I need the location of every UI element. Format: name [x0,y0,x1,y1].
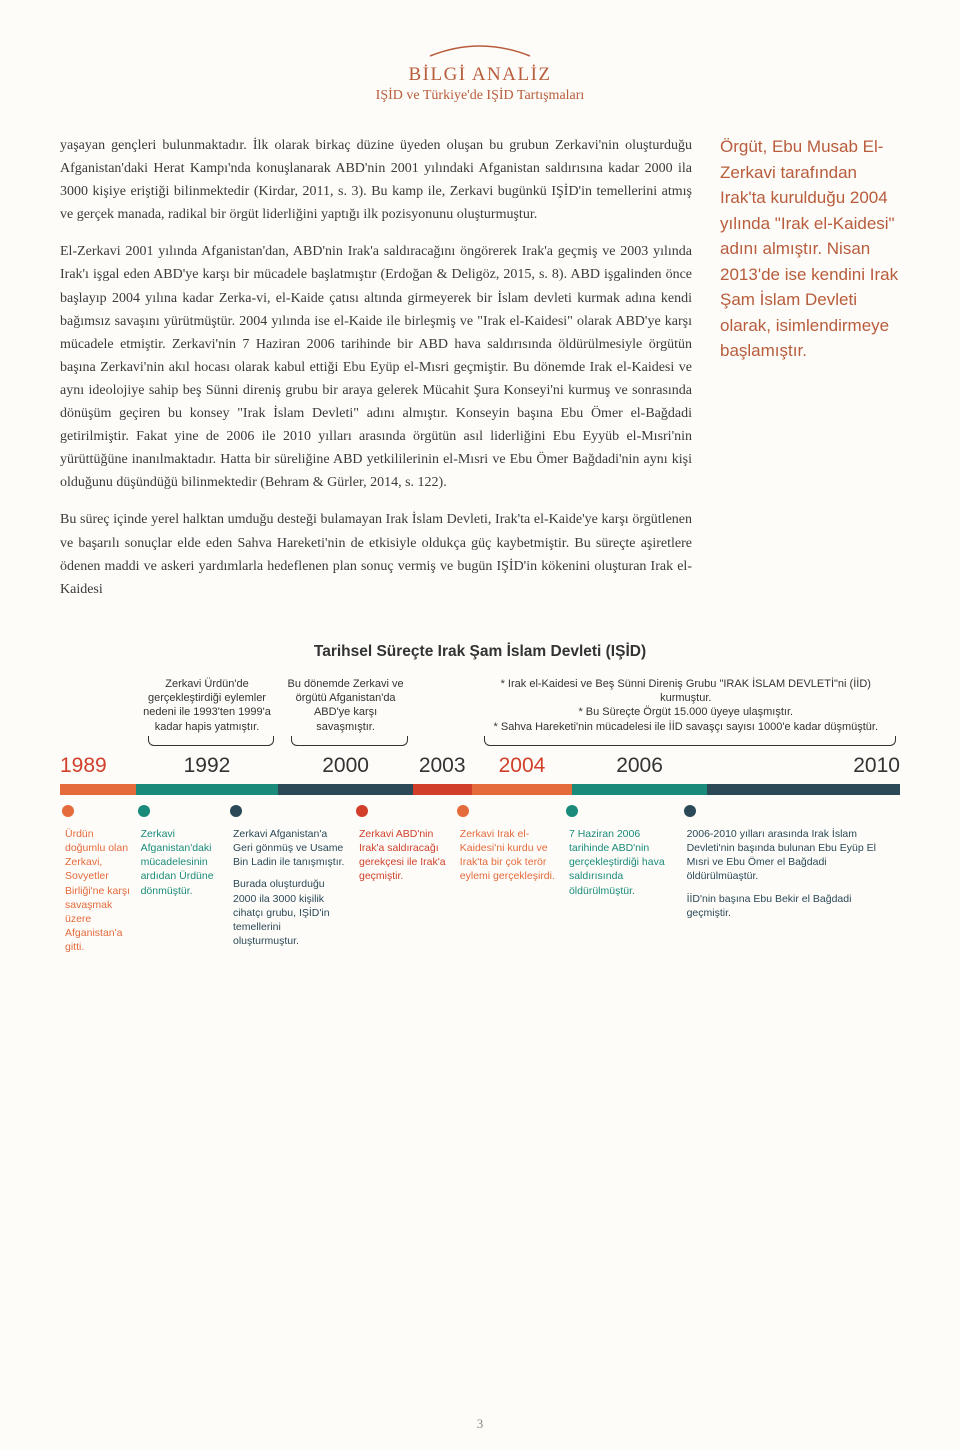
brace-icon [291,736,409,746]
timeline-bar-segment [707,784,900,795]
timeline-lower-note: Zerkavi Irak el-Kaidesi'ni kurdu ve Irak… [455,827,564,963]
timeline-year: 1989 [60,754,136,778]
timeline-upper-note: Bu dönemde Zerkavi ve örgütü Afganistan'… [278,677,412,734]
timeline-braces [60,736,900,750]
timeline-year: 2006 [572,754,706,778]
timeline-lower-note: Zerkavi Afganistan'daki mücadelesinin ar… [136,827,228,963]
timeline-bar-segment [472,784,573,795]
header-title: BİLGİ ANALİZ [60,64,900,86]
brace-icon [484,736,896,746]
timeline-year: 2003 [413,754,472,778]
timeline-title: Tarihsel Süreçte Irak Şam İslam Devleti … [60,643,900,661]
timeline-upper-note [60,677,136,734]
timeline-dot-icon [684,805,696,817]
timeline-year: 2000 [278,754,412,778]
timeline-bar-segment [278,784,412,795]
timeline-year: 2010 [707,754,900,778]
timeline-dot-icon [457,805,469,817]
timeline-bar-segment [413,784,472,795]
timeline-bar-segment [136,784,279,795]
header-subtitle: IŞİD ve Türkiye'de IŞİD Tartışmaları [60,88,900,104]
timeline-section: Tarihsel Süreçte Irak Şam İslam Devleti … [60,643,900,963]
brace-icon [148,736,274,746]
timeline-lower-notes: Ürdün doğumlu olan Zerkavi, Sovyetler Bi… [60,827,900,963]
body-paragraph-3: Bu süreç içinde yerel halktan umduğu des… [60,508,692,600]
timeline-dots [60,805,900,817]
page-number: 3 [0,1416,960,1432]
timeline-upper-note [413,677,472,734]
sidebar-callout: Örgüt, Ebu Musab El-Zerkavi tarafından I… [720,134,900,615]
timeline-dot-icon [62,805,74,817]
timeline-dot-icon [566,805,578,817]
timeline-years: 1989199220002003200420062010 [60,754,900,778]
body-paragraph-2: El-Zerkavi 2001 yılında Afganistan'dan, … [60,240,692,494]
timeline-lower-note: Ürdün doğumlu olan Zerkavi, Sovyetler Bi… [60,827,136,963]
timeline-dot-icon [356,805,368,817]
timeline-upper-note: Zerkavi Ürdün'de gerçekleştirdiği eyleml… [136,677,279,734]
timeline-bar [60,784,900,795]
timeline-bar-segment [60,784,136,795]
timeline-lower-note: Zerkavi ABD'nin Irak'a saldıracağı gerek… [354,827,455,963]
timeline-dot-icon [138,805,150,817]
timeline-upper-notes: Zerkavi Ürdün'de gerçekleştirdiği eyleml… [60,677,900,734]
page-header: BİLGİ ANALİZ IŞİD ve Türkiye'de IŞİD Tar… [60,40,900,104]
timeline-lower-note: 7 Haziran 2006 tarihinde ABD'nin gerçekl… [564,827,682,963]
timeline-lower-note: 2006-2010 yılları arasında Irak İslam De… [682,827,900,963]
timeline-year: 2004 [472,754,573,778]
timeline-year: 1992 [136,754,279,778]
header-arc-icon [60,40,900,58]
body-paragraph-1: yaşayan gençleri bulunmaktadır. İlk olar… [60,134,692,226]
body-text: yaşayan gençleri bulunmaktadır. İlk olar… [60,134,692,615]
timeline-lower-note: Zerkavi Afganistan'a Geri gönmüş ve Usam… [228,827,354,963]
timeline-upper-note: * Irak el-Kaidesi ve Beş Sünni Direniş G… [472,677,900,734]
timeline-bar-segment [572,784,706,795]
timeline-dot-icon [230,805,242,817]
